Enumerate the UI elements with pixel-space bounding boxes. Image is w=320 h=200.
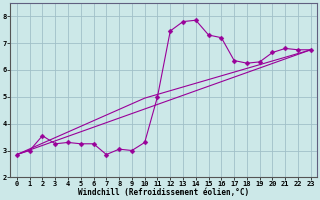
X-axis label: Windchill (Refroidissement éolien,°C): Windchill (Refroidissement éolien,°C) — [78, 188, 249, 197]
